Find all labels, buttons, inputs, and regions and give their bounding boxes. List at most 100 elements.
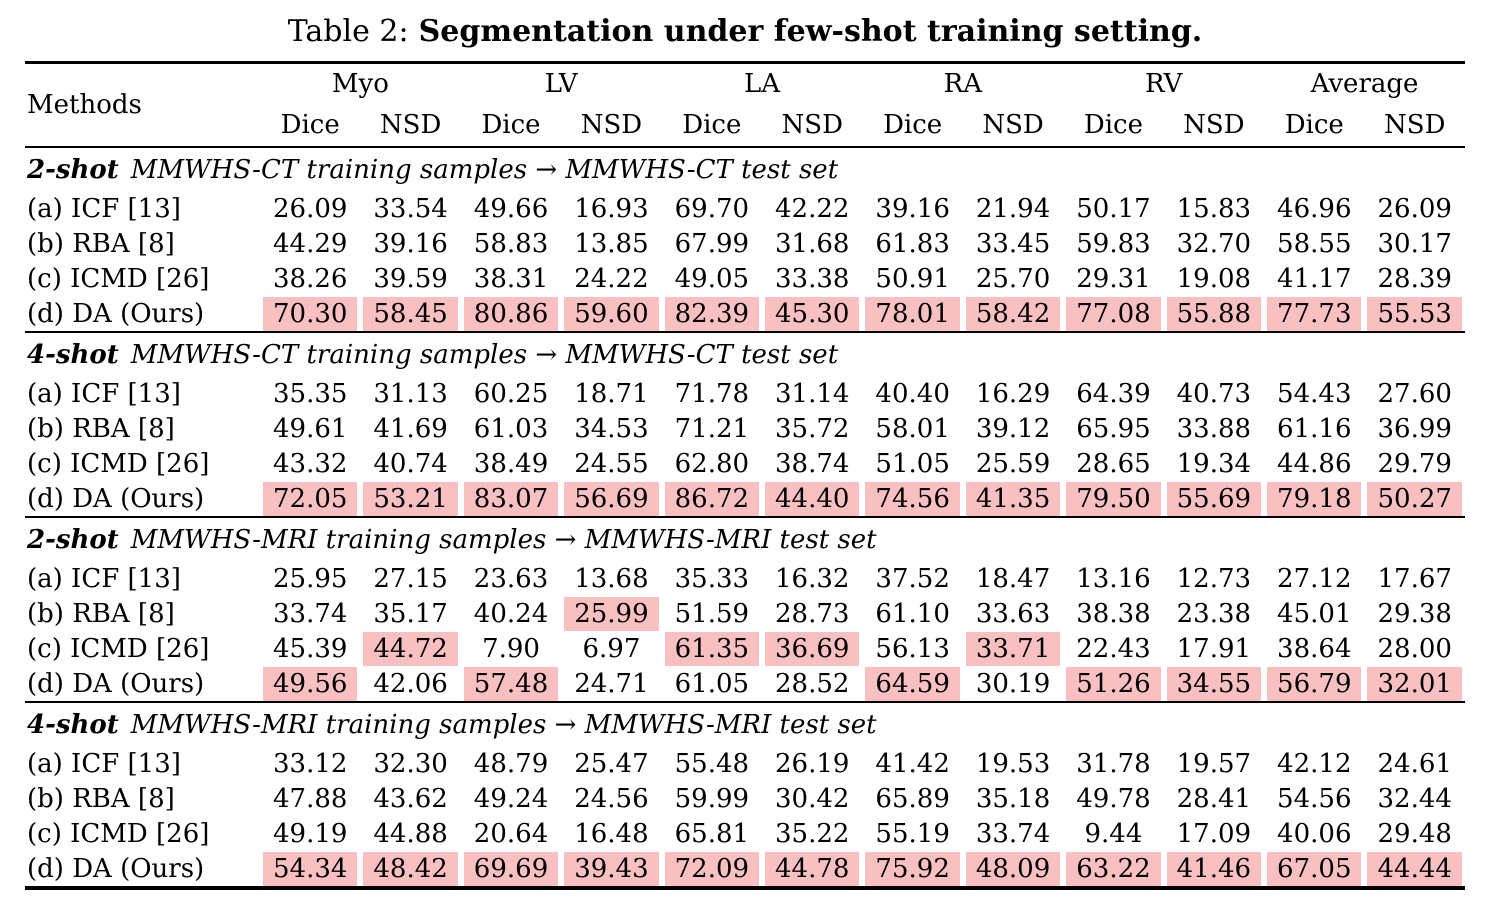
- value: 44.86: [1277, 449, 1352, 479]
- method-cell: (a) ICF [13]: [27, 564, 181, 594]
- highlighted-value: 41.46: [1166, 851, 1262, 886]
- value-cell: 24.61: [1364, 747, 1465, 782]
- highlighted-value: 32.01: [1367, 666, 1462, 701]
- value-cell: 82.39: [662, 296, 762, 332]
- highlighted-value: 58.45: [363, 296, 458, 331]
- highlighted-value: 48.09: [965, 851, 1061, 886]
- value-cell: 49.05: [662, 262, 762, 297]
- value-cell: 78.01: [862, 296, 962, 332]
- table-row: (a) ICF [13] 26.09 33.54 49.66 16.93 69.70 42.…: [25, 192, 1465, 227]
- value-cell: 16.32: [762, 562, 862, 597]
- value-cell: 39.43: [561, 851, 661, 888]
- highlighted-value: 77.73: [1267, 296, 1362, 331]
- value: 28.65: [1076, 449, 1151, 479]
- value: 18.47: [975, 564, 1051, 594]
- value-cell: 74.56: [862, 481, 962, 517]
- value: 27.12: [1277, 564, 1352, 594]
- value: 50.91: [875, 264, 950, 294]
- value-cell: 33.12: [260, 747, 360, 782]
- highlighted-value: 39.43: [564, 851, 659, 886]
- value-cell: 24.22: [561, 262, 661, 297]
- value: 39.16: [373, 229, 448, 259]
- value: 35.33: [674, 564, 750, 594]
- value-cell: 65.95: [1063, 412, 1163, 447]
- value: 26.09: [1377, 194, 1452, 224]
- value-cell: 53.21: [360, 481, 460, 517]
- value-cell: 34.55: [1164, 666, 1264, 702]
- value-cell: 54.56: [1264, 782, 1364, 817]
- method-cell: (d) DA (Ours): [27, 853, 205, 884]
- value-cell: 34.53: [561, 412, 661, 447]
- value: 51.05: [875, 449, 950, 479]
- value: 61.10: [875, 599, 950, 629]
- value-cell: 86.72: [662, 481, 762, 517]
- value: 28.41: [1176, 784, 1252, 814]
- highlighted-value: 44.40: [765, 481, 860, 516]
- subheader-dice: Dice: [862, 104, 963, 148]
- value-cell: 24.71: [561, 667, 661, 702]
- highlighted-value: 55.69: [1166, 481, 1262, 516]
- value: 49.66: [473, 194, 549, 224]
- value: 38.64: [1277, 634, 1352, 664]
- value-cell: 30.19: [963, 667, 1063, 702]
- section-shot-label: 4-shot: [27, 339, 119, 370]
- value: 65.95: [1076, 414, 1151, 444]
- table-row: (c) ICMD [26] 45.39 44.72 7.90 6.97 61.35 36.6…: [25, 632, 1465, 667]
- value: 16.29: [975, 379, 1051, 409]
- value-cell: 49.66: [461, 192, 561, 227]
- value-cell: 45.39: [260, 632, 360, 667]
- value-cell: 49.78: [1063, 782, 1163, 817]
- table-row: (a) ICF [13] 33.12 32.30 48.79 25.47 55.48 26.…: [25, 747, 1465, 782]
- highlighted-value: 57.48: [463, 666, 559, 701]
- method-cell: (b) RBA [8]: [27, 229, 175, 259]
- highlighted-value: 48.42: [363, 851, 458, 886]
- value: 9.44: [1084, 819, 1143, 849]
- value: 49.78: [1076, 784, 1151, 814]
- value: 24.22: [574, 264, 649, 294]
- value-cell: 39.12: [963, 412, 1063, 447]
- highlighted-value: 45.30: [765, 296, 860, 331]
- value-cell: 22.43: [1063, 632, 1163, 667]
- highlighted-value: 25.99: [564, 597, 659, 631]
- value: 58.01: [875, 414, 950, 444]
- value-cell: 49.56: [260, 666, 360, 702]
- table-row: (d) DA (Ours) 72.05 53.21 83.07 56.69 86.72 44…: [25, 481, 1465, 517]
- value-cell: 28.52: [762, 667, 862, 702]
- highlighted-value: 36.69: [765, 632, 860, 666]
- value-cell: 70.30: [260, 296, 360, 332]
- value-cell: 32.44: [1364, 782, 1465, 817]
- value-cell: 58.55: [1264, 227, 1364, 262]
- value-cell: 41.35: [963, 481, 1063, 517]
- value-cell: 61.05: [662, 667, 762, 702]
- highlighted-value: 53.21: [363, 481, 458, 516]
- value-cell: 39.16: [360, 227, 460, 262]
- value-cell: 28.39: [1364, 262, 1465, 297]
- table-row: (b) RBA [8] 33.74 35.17 40.24 25.99 51.59 28.7…: [25, 597, 1465, 632]
- value-cell: 6.97: [561, 632, 661, 667]
- value: 59.83: [1076, 229, 1151, 259]
- value-cell: 29.79: [1364, 447, 1465, 482]
- value-cell: 41.17: [1264, 262, 1364, 297]
- value: 17.67: [1377, 564, 1452, 594]
- value-cell: 54.43: [1264, 377, 1364, 412]
- value: 40.73: [1176, 379, 1252, 409]
- value: 6.97: [582, 634, 641, 664]
- value: 49.05: [674, 264, 750, 294]
- value: 24.61: [1377, 749, 1452, 779]
- value-cell: 40.73: [1164, 377, 1264, 412]
- value-cell: 61.10: [862, 597, 962, 632]
- value: 35.22: [775, 819, 850, 849]
- results-table: Methods Myo LV LA RA RV Average Dice NSD…: [25, 61, 1465, 890]
- table-header: Methods Myo LV LA RA RV Average Dice NSD…: [25, 62, 1465, 148]
- value-cell: 61.83: [862, 227, 962, 262]
- subheader-dice: Dice: [1264, 104, 1365, 148]
- value: 31.78: [1076, 749, 1151, 779]
- subheader-nsd: NSD: [962, 104, 1064, 148]
- value: 35.18: [975, 784, 1051, 814]
- value-cell: 50.91: [862, 262, 962, 297]
- paper-page: Table 2: Segmentation under few-shot trai…: [25, 14, 1465, 890]
- highlighted-value: 67.05: [1267, 851, 1362, 886]
- value-cell: 44.78: [762, 851, 862, 888]
- highlighted-value: 55.53: [1367, 296, 1462, 331]
- section-caption: 4-shot MMWHS-CT training samples → MMWHS-…: [25, 330, 1465, 377]
